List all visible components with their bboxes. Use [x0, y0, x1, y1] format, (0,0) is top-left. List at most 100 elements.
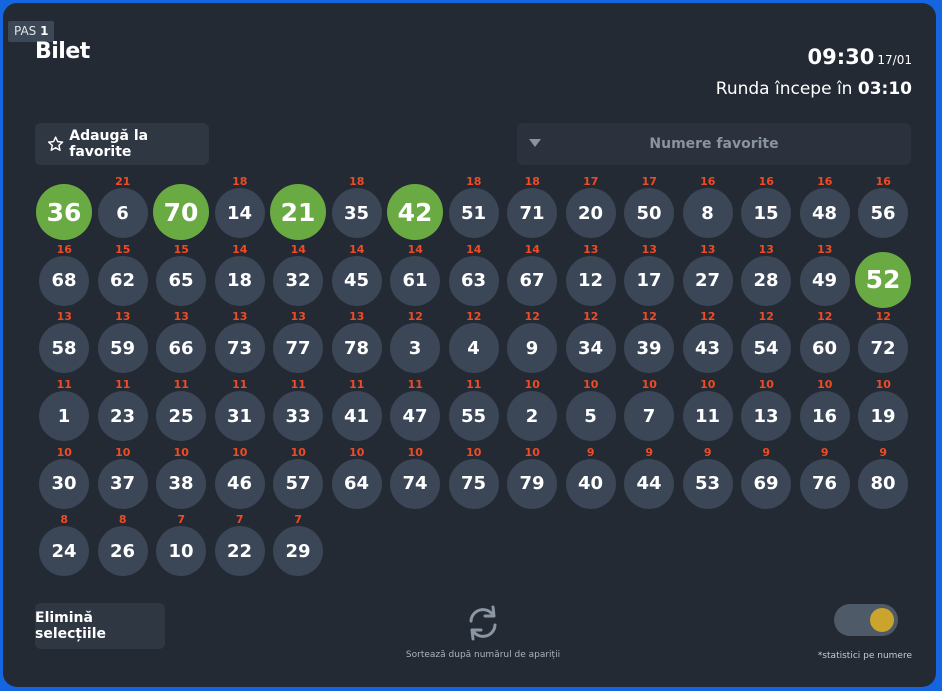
- number-ball[interactable]: 57: [273, 458, 323, 509]
- number-ball[interactable]: 14: [214, 188, 265, 238]
- number-ball[interactable]: 68: [39, 255, 89, 306]
- number-ball[interactable]: 25: [156, 391, 206, 442]
- number-ball[interactable]: 43: [682, 323, 733, 374]
- draw-count: 13: [817, 242, 833, 256]
- number-ball[interactable]: 27: [682, 255, 733, 306]
- number-cell: 13 77: [269, 310, 328, 378]
- number-ball[interactable]: 73: [214, 323, 265, 374]
- add-to-favorites-button[interactable]: Adaugă la favorite: [35, 123, 209, 165]
- number-ball[interactable]: 62: [97, 255, 148, 306]
- favorite-numbers-select[interactable]: Numere favorite: [517, 123, 911, 165]
- number-ball[interactable]: 19: [858, 391, 908, 442]
- number-ball[interactable]: 50: [624, 188, 674, 238]
- number-ball[interactable]: 75: [448, 458, 499, 509]
- number-ball[interactable]: 56: [858, 188, 908, 238]
- number-ball[interactable]: 53: [682, 458, 733, 509]
- draw-count: 11: [173, 378, 189, 392]
- number-cell: 18 51: [445, 175, 504, 243]
- number-cell: 10 57: [269, 446, 328, 514]
- number-ball[interactable]: 58: [39, 323, 89, 374]
- draw-count: 10: [56, 445, 72, 459]
- number-ball[interactable]: 8: [682, 188, 733, 238]
- number-ball[interactable]: 48: [799, 188, 850, 238]
- draw-count: 12: [524, 310, 540, 324]
- draw-count: 18: [349, 175, 365, 188]
- number-ball[interactable]: 20: [565, 188, 616, 238]
- number-ball[interactable]: 51: [448, 188, 499, 238]
- number-ball-selected[interactable]: 21: [270, 184, 326, 240]
- number-ball[interactable]: 17: [624, 255, 674, 306]
- number-ball[interactable]: 7: [624, 391, 674, 442]
- number-ball[interactable]: 44: [624, 458, 674, 509]
- number-ball[interactable]: 69: [741, 458, 791, 509]
- number-ball[interactable]: 12: [565, 255, 616, 306]
- number-ball[interactable]: 24: [39, 526, 89, 577]
- number-ball[interactable]: 3: [390, 323, 440, 374]
- number-ball[interactable]: 37: [97, 458, 148, 509]
- number-cell: 18 14: [211, 175, 270, 243]
- number-ball[interactable]: 54: [741, 323, 791, 374]
- number-ball[interactable]: 41: [331, 391, 382, 442]
- number-ball[interactable]: 35: [331, 188, 382, 238]
- number-ball[interactable]: 71: [507, 188, 557, 238]
- number-ball[interactable]: 15: [741, 188, 791, 238]
- number-ball[interactable]: 79: [507, 458, 557, 509]
- number-cell: 13 66: [152, 310, 211, 378]
- number-ball-selected[interactable]: 70: [153, 184, 209, 240]
- number-ball[interactable]: 65: [156, 255, 206, 306]
- number-ball[interactable]: 59: [97, 323, 148, 374]
- draw-count: 11: [232, 378, 248, 392]
- number-ball[interactable]: 49: [799, 255, 850, 306]
- stats-toggle[interactable]: [834, 604, 898, 636]
- number-cell: 21: [269, 175, 328, 243]
- number-ball[interactable]: 31: [214, 391, 265, 442]
- number-ball[interactable]: 1: [39, 391, 89, 442]
- number-ball[interactable]: 47: [390, 391, 440, 442]
- number-ball[interactable]: 80: [858, 458, 908, 509]
- number-ball[interactable]: 67: [507, 255, 557, 306]
- number-ball[interactable]: 61: [390, 255, 440, 306]
- number-ball[interactable]: 46: [214, 458, 265, 509]
- number-ball[interactable]: 32: [273, 255, 323, 306]
- number-ball[interactable]: 38: [156, 458, 206, 509]
- number-ball[interactable]: 10: [156, 526, 206, 577]
- number-ball-selected[interactable]: 52: [855, 251, 911, 308]
- number-ball[interactable]: 66: [156, 323, 206, 374]
- number-ball[interactable]: 77: [273, 323, 323, 374]
- number-ball[interactable]: 34: [565, 323, 616, 374]
- number-ball[interactable]: 9: [507, 323, 557, 374]
- number-ball[interactable]: 18: [214, 255, 265, 306]
- number-ball[interactable]: 22: [214, 526, 265, 577]
- sort-refresh-icon[interactable]: [463, 603, 503, 647]
- clear-selections-button[interactable]: Elimină selecțiile: [35, 603, 165, 649]
- number-ball[interactable]: 60: [799, 323, 850, 374]
- number-ball-selected[interactable]: 42: [387, 184, 443, 240]
- number-ball[interactable]: 2: [507, 391, 557, 442]
- number-ball[interactable]: 45: [331, 255, 382, 306]
- draw-count: 16: [817, 175, 833, 188]
- number-ball[interactable]: 29: [273, 526, 323, 577]
- number-ball[interactable]: 6: [97, 188, 148, 238]
- number-ball[interactable]: 33: [273, 391, 323, 442]
- number-ball[interactable]: 5: [565, 391, 616, 442]
- number-ball[interactable]: 39: [624, 323, 674, 374]
- number-ball[interactable]: 55: [448, 391, 499, 442]
- number-ball[interactable]: 76: [799, 458, 850, 509]
- number-ball-selected[interactable]: 36: [36, 184, 92, 240]
- number-ball[interactable]: 11: [682, 391, 733, 442]
- number-ball[interactable]: 13: [741, 391, 791, 442]
- number-ball[interactable]: 64: [331, 458, 382, 509]
- number-ball[interactable]: 28: [741, 255, 791, 306]
- number-ball[interactable]: 63: [448, 255, 499, 306]
- number-cell: 11 41: [328, 378, 387, 446]
- number-ball[interactable]: 16: [799, 391, 850, 442]
- number-ball[interactable]: 74: [390, 458, 440, 509]
- number-ball[interactable]: 4: [448, 323, 499, 374]
- number-ball[interactable]: 26: [97, 526, 148, 577]
- number-ball[interactable]: 72: [858, 323, 908, 374]
- number-ball[interactable]: 30: [39, 458, 89, 509]
- number-ball[interactable]: 78: [331, 323, 382, 374]
- number-ball[interactable]: 40: [565, 458, 616, 509]
- number-ball[interactable]: 23: [97, 391, 148, 442]
- number-grid: 36 21 6 70 18 14 21 18 35 42 18 51 18 71 17 20 17 50 16 8 16…: [35, 175, 913, 581]
